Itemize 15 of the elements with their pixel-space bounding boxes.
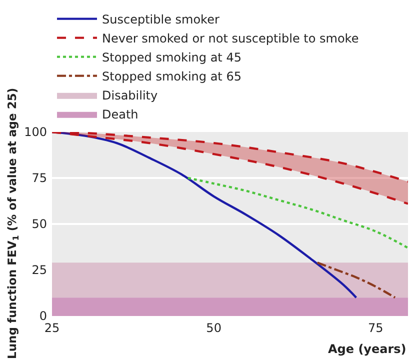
y-tick-label: 100 — [24, 125, 47, 140]
legend-label: Never smoked or not susceptible to smoke — [102, 32, 359, 46]
x-tick-label: 50 — [206, 321, 222, 335]
legend-label: Stopped smoking at 65 — [102, 70, 242, 84]
legend-label: Susceptible smoker — [102, 12, 220, 26]
y-tick-label: 75 — [32, 171, 47, 186]
x-tick-label: 75 — [368, 321, 384, 335]
legend-label: Disability — [102, 88, 158, 102]
legend-label: Death — [102, 108, 138, 122]
y-tick-label: 25 — [32, 263, 47, 278]
x-tick-label: 25 — [44, 321, 60, 335]
y-tick-label: 50 — [32, 217, 47, 232]
legend-label: Stopped smoking at 45 — [102, 50, 242, 64]
x-axis-title: Age (years) — [328, 342, 406, 356]
y-tick-label: 0 — [39, 309, 47, 324]
